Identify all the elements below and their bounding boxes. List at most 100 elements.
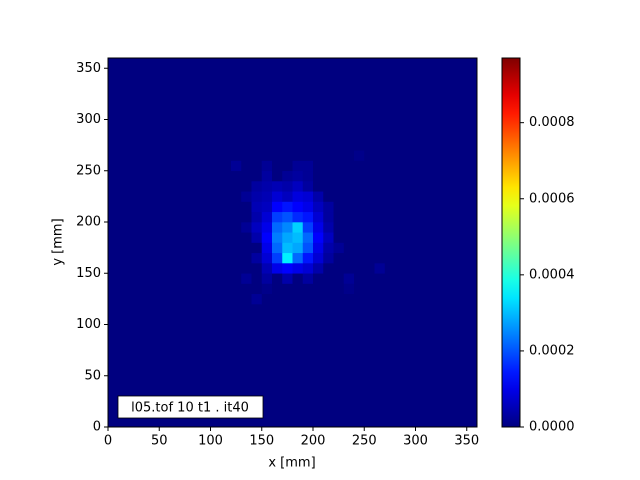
heatmap-cell xyxy=(323,232,334,243)
heatmap-cell xyxy=(302,201,314,213)
heatmap-cell xyxy=(333,191,345,202)
heatmap-cell xyxy=(241,150,252,161)
heatmap-cell xyxy=(251,211,263,223)
annotation: l05.tof 10 t1 . it40 xyxy=(131,401,249,416)
heatmap-cell xyxy=(333,222,345,233)
heatmap-cell xyxy=(384,252,478,264)
heatmap-cell xyxy=(251,273,263,284)
heatmap-cell xyxy=(282,304,293,428)
heatmap-cell xyxy=(313,58,324,151)
heatmap-cell xyxy=(354,293,365,305)
heatmap-cell xyxy=(272,181,283,192)
heatmap-cell xyxy=(384,222,478,233)
x-tick-label: 50 xyxy=(151,434,168,449)
heatmap-cell xyxy=(374,160,386,172)
heatmap-cell xyxy=(302,181,314,192)
heatmap-cell xyxy=(282,232,293,243)
heatmap-cell xyxy=(261,242,273,254)
heatmap-cell xyxy=(282,58,293,151)
heatmap-cell xyxy=(354,150,365,161)
heatmap-cell xyxy=(364,252,375,264)
heatmap-cell xyxy=(354,181,365,192)
heatmap-cell xyxy=(108,201,232,213)
heatmap-cell xyxy=(108,283,232,295)
heatmap-cell xyxy=(374,242,386,254)
heatmap-cell xyxy=(343,263,355,274)
heatmap-cell xyxy=(282,252,293,264)
heatmap-cell xyxy=(374,191,386,202)
heatmap-cell xyxy=(282,170,293,182)
heatmap-cell xyxy=(292,58,304,151)
heatmap-cell xyxy=(108,242,232,254)
heatmap-cell xyxy=(302,191,314,202)
heatmap-cell xyxy=(333,293,345,305)
heatmap-cell xyxy=(313,273,324,284)
heatmap-cell xyxy=(323,211,334,223)
heatmap-cell xyxy=(323,283,334,295)
heatmap-cell xyxy=(241,160,252,172)
heatmap-cell xyxy=(364,273,375,284)
heatmap-cell xyxy=(261,273,273,284)
heatmap-cell xyxy=(302,242,314,254)
heatmap-cell xyxy=(241,58,252,151)
heatmap-cell xyxy=(251,293,263,305)
heatmap-cell xyxy=(364,222,375,233)
heatmap-cell xyxy=(241,232,252,243)
heatmap-cell xyxy=(261,293,273,305)
x-tick-label: 150 xyxy=(249,434,274,449)
heatmap-cell xyxy=(313,181,324,192)
heatmap-cell xyxy=(354,232,365,243)
heatmap-cell xyxy=(384,293,478,305)
heatmap-cell xyxy=(231,232,242,243)
heatmap-cell xyxy=(333,150,345,161)
heatmap-cell xyxy=(374,150,386,161)
heatmap-cell xyxy=(261,222,273,233)
y-tick-label: 150 xyxy=(76,266,101,281)
heatmap-cell xyxy=(313,283,324,295)
heatmap-cell xyxy=(231,252,242,264)
heatmap-cell xyxy=(313,232,324,243)
heatmap-cell xyxy=(251,181,263,192)
heatmap-cell xyxy=(323,160,334,172)
heatmap-cell xyxy=(323,201,334,213)
heatmap-cell xyxy=(251,201,263,213)
heatmap-cell xyxy=(323,58,334,151)
y-tick-label: 300 xyxy=(76,112,101,127)
heatmap-cell xyxy=(108,170,232,182)
heatmap-cell xyxy=(108,222,232,233)
y-tick-label: 350 xyxy=(76,61,101,76)
heatmap-cell xyxy=(384,191,478,202)
y-tick-label: 200 xyxy=(76,215,101,230)
heatmap-cell xyxy=(282,191,293,202)
heatmap-cell xyxy=(354,160,365,172)
heatmap-cell xyxy=(241,191,252,202)
heatmap-cell xyxy=(108,293,232,305)
heatmap-cell xyxy=(231,211,242,223)
heatmap-cell xyxy=(333,283,345,295)
heatmap-cell xyxy=(231,222,242,233)
heatmap-cell xyxy=(333,252,345,264)
heatmap-cell xyxy=(364,170,375,182)
heatmap-cell xyxy=(272,160,283,172)
heatmap-cell xyxy=(313,304,324,428)
heatmap-cell xyxy=(354,263,365,274)
colorbar-tick-label: 0.0004 xyxy=(529,267,575,282)
heatmap-cell xyxy=(282,283,293,295)
heatmap-cell xyxy=(251,304,263,428)
colorbar-tick-label: 0.0002 xyxy=(529,343,575,358)
heatmap-cell xyxy=(323,252,334,264)
x-tick-label: 100 xyxy=(198,434,223,449)
heatmap-cell xyxy=(374,211,386,223)
heatmap-cell xyxy=(333,58,345,151)
heatmap-cell xyxy=(313,242,324,254)
heatmap-cell xyxy=(374,58,386,151)
heatmap-cell xyxy=(251,263,263,274)
heatmap-cell xyxy=(231,242,242,254)
heatmap-cell xyxy=(374,263,386,274)
heatmap-cell xyxy=(374,181,386,192)
heatmap-cell xyxy=(241,170,252,182)
heatmap-cell xyxy=(108,211,232,223)
colorbar-tick-label: 0.0008 xyxy=(529,115,575,130)
heatmap-cell xyxy=(272,242,283,254)
